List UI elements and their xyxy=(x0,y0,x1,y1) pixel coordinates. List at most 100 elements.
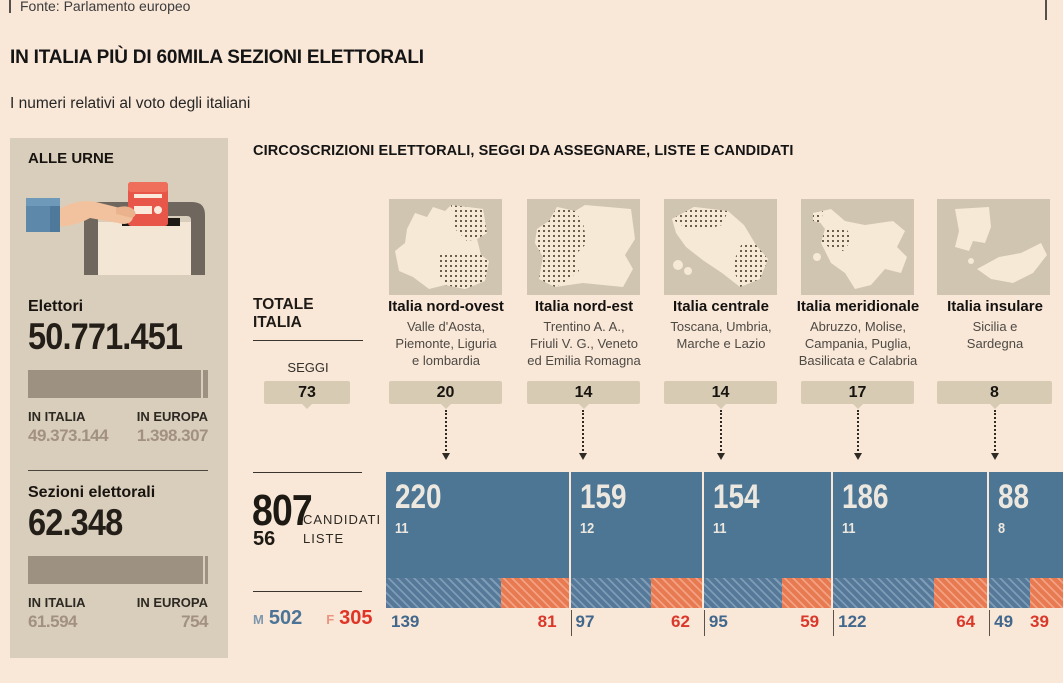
female-label: F xyxy=(326,612,335,627)
seggi-badge-region: 20 xyxy=(389,381,502,409)
totale-italia-block: TOTALE ITALIA xyxy=(253,296,363,341)
source-tick-divider xyxy=(9,0,11,13)
bar-candidati-value: 154 xyxy=(712,478,760,516)
sections-italia-value: 61.594 xyxy=(28,612,78,631)
bar-segment-centrale: 154 11 xyxy=(703,472,834,608)
male-count: 49 xyxy=(994,612,1014,631)
region-areas: Toscana, Umbria, Marche e Lazio xyxy=(670,319,772,351)
male-female-totals: M 502 F 305 xyxy=(253,607,373,633)
region-areas: Trentino A. A., Friuli V. G., Veneto ed … xyxy=(527,319,641,368)
circoscrizioni-title: CIRCOSCRIZIONI ELETTORALI, SEGGI DA ASSE… xyxy=(253,143,794,159)
totals-divider-top xyxy=(253,472,362,473)
gender-numbers-centrale: 95 59 xyxy=(703,610,833,638)
female-total: 305 xyxy=(339,607,373,629)
bar-segment-nord-ovest: 220 11 xyxy=(386,472,571,608)
female-hatch xyxy=(650,578,702,608)
page-title: IN ITALIA PIÙ DI 60MILA SEZIONI ELETTORA… xyxy=(10,47,424,68)
totale-liste-label: LISTE xyxy=(303,531,345,546)
seggi-label: SEGGI xyxy=(287,360,329,375)
region-areas: Abruzzo, Molise, Campania, Puglia, Basil… xyxy=(798,319,918,368)
female-hatch xyxy=(934,578,988,608)
map-italia-centrale xyxy=(664,199,777,295)
down-arrow-icon xyxy=(579,410,587,460)
region-name: Italia meridionale xyxy=(796,298,920,315)
map-italia-nord-est xyxy=(527,199,640,295)
sections-europa-label: IN EUROPA xyxy=(136,595,208,610)
panel-divider xyxy=(28,470,208,471)
male-count: 139 xyxy=(391,612,420,631)
male-hatch xyxy=(386,578,502,608)
sections-total: 62.348 xyxy=(28,502,123,543)
down-arrow-icon xyxy=(991,410,999,460)
electors-europa-label: IN EUROPA xyxy=(136,409,208,424)
bar-segment-nord-est: 159 12 xyxy=(570,472,704,608)
male-hatch xyxy=(703,578,783,608)
bar-solid: 186 11 xyxy=(833,472,988,578)
male-hatch xyxy=(833,578,935,608)
seggi-badge-region: 8 xyxy=(937,381,1052,409)
sections-bar xyxy=(28,556,208,584)
bar-solid: 88 8 xyxy=(989,472,1063,578)
bar-solid: 220 11 xyxy=(386,472,569,578)
bar-gender-split xyxy=(989,578,1063,608)
map-italia-insulare xyxy=(937,199,1050,295)
seggi-badge-region: 14 xyxy=(664,381,777,409)
bar-candidati-value: 220 xyxy=(395,478,442,516)
female-hatch xyxy=(501,578,569,608)
sections-bar-gap xyxy=(203,556,206,584)
bar-candidati-value: 159 xyxy=(579,478,627,516)
bar-liste-value: 12 xyxy=(579,520,594,537)
region-areas: Valle d'Aosta, Piemonte, Liguria e lomba… xyxy=(395,319,497,368)
bar-liste-value: 8 xyxy=(998,520,1006,537)
map-italia-nord-ovest xyxy=(389,199,502,295)
gender-numbers-meridionale: 122 64 xyxy=(833,610,989,638)
electors-label: Elettori xyxy=(28,298,84,315)
seggi-badge-region: 14 xyxy=(527,381,640,409)
sections-bar-europa xyxy=(205,556,208,584)
sections-italia-label: IN ITALIA xyxy=(28,595,86,610)
sections-subvalues: 61.594 754 xyxy=(28,612,208,632)
down-arrow-icon xyxy=(854,410,862,460)
electors-europa-value: 1.398.307 xyxy=(136,426,209,445)
female-hatch xyxy=(782,578,832,608)
bar-segment-insulare: 88 8 xyxy=(989,472,1063,608)
down-arrow-icon xyxy=(717,410,725,460)
corner-tick-divider xyxy=(1045,0,1047,20)
gender-numbers-insulare: 49 39 xyxy=(989,610,1063,638)
bar-gender-split xyxy=(386,578,569,608)
seggi-badge-totale: 73 xyxy=(264,381,350,409)
region-name: Italia nord-ovest xyxy=(388,298,504,315)
sections-label: Sezioni elettorali xyxy=(28,484,156,501)
sections-bar-italia xyxy=(28,556,204,584)
region-name: Italia nord-est xyxy=(534,298,634,315)
bar-candidati-value: 186 xyxy=(842,478,889,516)
bar-solid: 154 11 xyxy=(703,472,832,578)
map-italia-meridionale xyxy=(801,199,914,295)
alle-urne-panel: ALLE URNE Elettori 50.771.451 xyxy=(10,138,228,658)
male-label: M xyxy=(253,612,264,627)
totale-liste-value: 56 xyxy=(253,528,276,550)
male-count: 122 xyxy=(838,612,867,631)
bar-liste-value: 11 xyxy=(712,520,727,537)
female-count: 62 xyxy=(671,612,690,631)
electors-sublabels: IN ITALIA IN EUROPA xyxy=(28,409,208,424)
male-count: 97 xyxy=(575,612,595,631)
totals-divider-bottom xyxy=(253,591,362,592)
sections-europa-value: 754 xyxy=(181,612,208,631)
bar-solid: 159 12 xyxy=(570,472,702,578)
gender-numbers-nord-ovest: 139 81 xyxy=(386,612,571,638)
region-areas: Sicilia e Sardegna xyxy=(966,319,1024,351)
male-total: 502 xyxy=(268,607,303,629)
gender-numbers-nord-est: 97 62 xyxy=(570,610,704,638)
electors-bar-italia xyxy=(28,370,202,398)
source-credit: Fonte: Parlamento europeo xyxy=(20,0,191,14)
female-hatch xyxy=(1030,578,1063,608)
bar-liste-value: 11 xyxy=(842,520,856,537)
electors-total: 50.771.451 xyxy=(28,316,183,357)
electors-italia-value: 49.373.144 xyxy=(28,426,109,445)
bar-candidati-value: 88 xyxy=(998,478,1030,516)
electors-bar xyxy=(28,370,208,398)
electors-subvalues: 49.373.144 1.398.307 xyxy=(28,426,209,446)
region-name: Italia insulare xyxy=(947,298,1043,315)
